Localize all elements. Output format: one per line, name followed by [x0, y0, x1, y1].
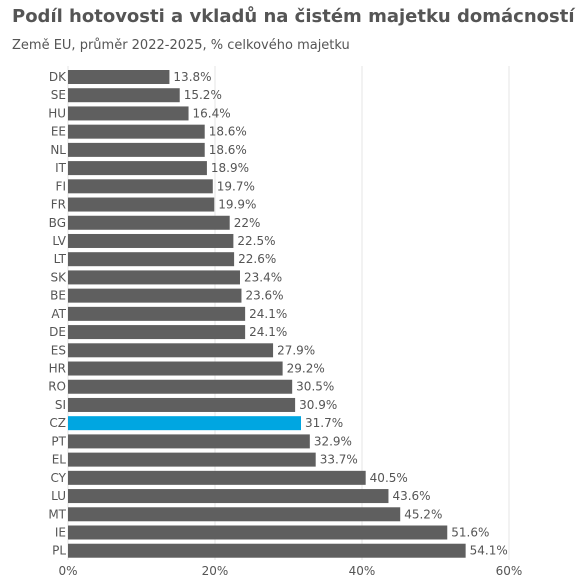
bar-ie	[68, 525, 448, 540]
x-tick-label: 60%	[496, 564, 523, 578]
chart-title: Podíl hotovosti a vkladů na čistém majet…	[12, 6, 575, 27]
category-labels: DK SE HU EE NL IT FI FR BG LV LT SK BE AT DE ES HR RO SI CZ…	[48, 70, 67, 558]
category-label: EL	[52, 453, 67, 467]
value-label: 45.2%	[404, 507, 442, 521]
x-tick-label: 40%	[349, 564, 376, 578]
category-label: DE	[49, 325, 66, 339]
bar-mt	[68, 507, 401, 522]
value-label: 30.9%	[299, 398, 337, 412]
category-label: LT	[54, 252, 67, 266]
value-label: 40.5%	[370, 471, 408, 485]
value-label: 54.1%	[470, 544, 508, 558]
bar-cz	[68, 416, 301, 431]
value-label: 18.9%	[211, 161, 249, 175]
bar-lt	[68, 252, 235, 267]
value-label: 24.1%	[249, 307, 287, 321]
x-tick-label: 0%	[58, 564, 77, 578]
value-label: 18.6%	[209, 143, 247, 157]
value-label: 18.6%	[209, 125, 247, 139]
category-label: SK	[51, 270, 68, 284]
bar-at	[68, 306, 246, 321]
bar-ee	[68, 124, 205, 139]
x-axis-tick-labels: 0% 20% 40% 60%	[58, 564, 522, 578]
category-label: EE	[51, 125, 66, 139]
bar-nl	[68, 142, 205, 157]
bar-pl	[68, 543, 466, 558]
category-label: BG	[49, 216, 66, 230]
bar-pt	[68, 434, 310, 449]
category-label: MT	[48, 507, 66, 521]
value-label: 19.9%	[218, 198, 256, 212]
bar-es	[68, 343, 274, 358]
bar-dk	[68, 70, 170, 84]
category-label: DK	[49, 70, 67, 84]
bar-fi	[68, 179, 213, 194]
category-label: IE	[55, 526, 66, 540]
category-label: FI	[56, 179, 66, 193]
value-label: 29.2%	[287, 362, 325, 376]
bar-lv	[68, 233, 234, 248]
category-label: HU	[48, 106, 66, 120]
value-label: 30.5%	[296, 380, 334, 394]
bar-de	[68, 325, 246, 340]
value-label: 23.4%	[244, 270, 282, 284]
value-label: 22.5%	[237, 234, 275, 248]
bar-be	[68, 288, 242, 303]
value-label: 43.6%	[392, 489, 430, 503]
bar-hu	[68, 106, 189, 121]
category-label: CZ	[49, 416, 66, 430]
category-label: LV	[52, 234, 66, 248]
value-label: 31.7%	[305, 416, 343, 430]
value-label: 32.9%	[314, 434, 352, 448]
value-label: 13.8%	[173, 70, 211, 84]
bar-sk	[68, 270, 240, 285]
value-label: 23.6%	[245, 289, 283, 303]
bar-cy	[68, 470, 366, 485]
category-label: SI	[55, 398, 66, 412]
bar-fr	[68, 197, 215, 212]
value-label: 33.7%	[320, 453, 358, 467]
bar-el	[68, 452, 316, 467]
bar-se	[68, 88, 180, 103]
category-label: PT	[51, 434, 66, 448]
value-label: 51.6%	[451, 526, 489, 540]
bars	[68, 70, 466, 558]
bar-lu	[68, 489, 389, 504]
value-label: 22.6%	[238, 252, 276, 266]
value-label: 24.1%	[249, 325, 287, 339]
category-label: NL	[50, 143, 66, 157]
bar-bg	[68, 215, 230, 230]
bar-it	[68, 161, 207, 176]
category-label: ES	[51, 343, 66, 357]
value-label: 16.4%	[193, 106, 231, 120]
chart-subtitle: Země EU, průměr 2022-2025, % celkového m…	[12, 38, 350, 53]
category-label: BE	[50, 289, 66, 303]
x-tick-label: 20%	[202, 564, 229, 578]
category-label: LU	[51, 489, 66, 503]
category-label: FR	[51, 198, 66, 212]
category-label: RO	[48, 380, 66, 394]
value-label: 15.2%	[184, 88, 222, 102]
category-label: HR	[49, 362, 66, 376]
category-label: CY	[51, 471, 67, 485]
bar-hr	[68, 361, 283, 376]
value-labels: 13.8% 15.2% 16.4% 18.6% 18.6% 18.9% 19.7% 19.9%…	[173, 70, 507, 558]
category-label: AT	[51, 307, 66, 321]
value-label: 27.9%	[277, 343, 315, 357]
value-label: 22%	[234, 216, 261, 230]
bar-ro	[68, 379, 293, 394]
bar-si	[68, 397, 296, 412]
category-label: SE	[51, 88, 66, 102]
category-label: PL	[52, 544, 66, 558]
category-label: IT	[55, 161, 67, 175]
value-label: 19.7%	[217, 179, 255, 193]
